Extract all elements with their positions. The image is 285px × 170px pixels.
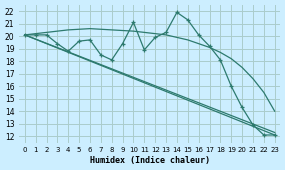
X-axis label: Humidex (Indice chaleur): Humidex (Indice chaleur)	[90, 156, 210, 165]
